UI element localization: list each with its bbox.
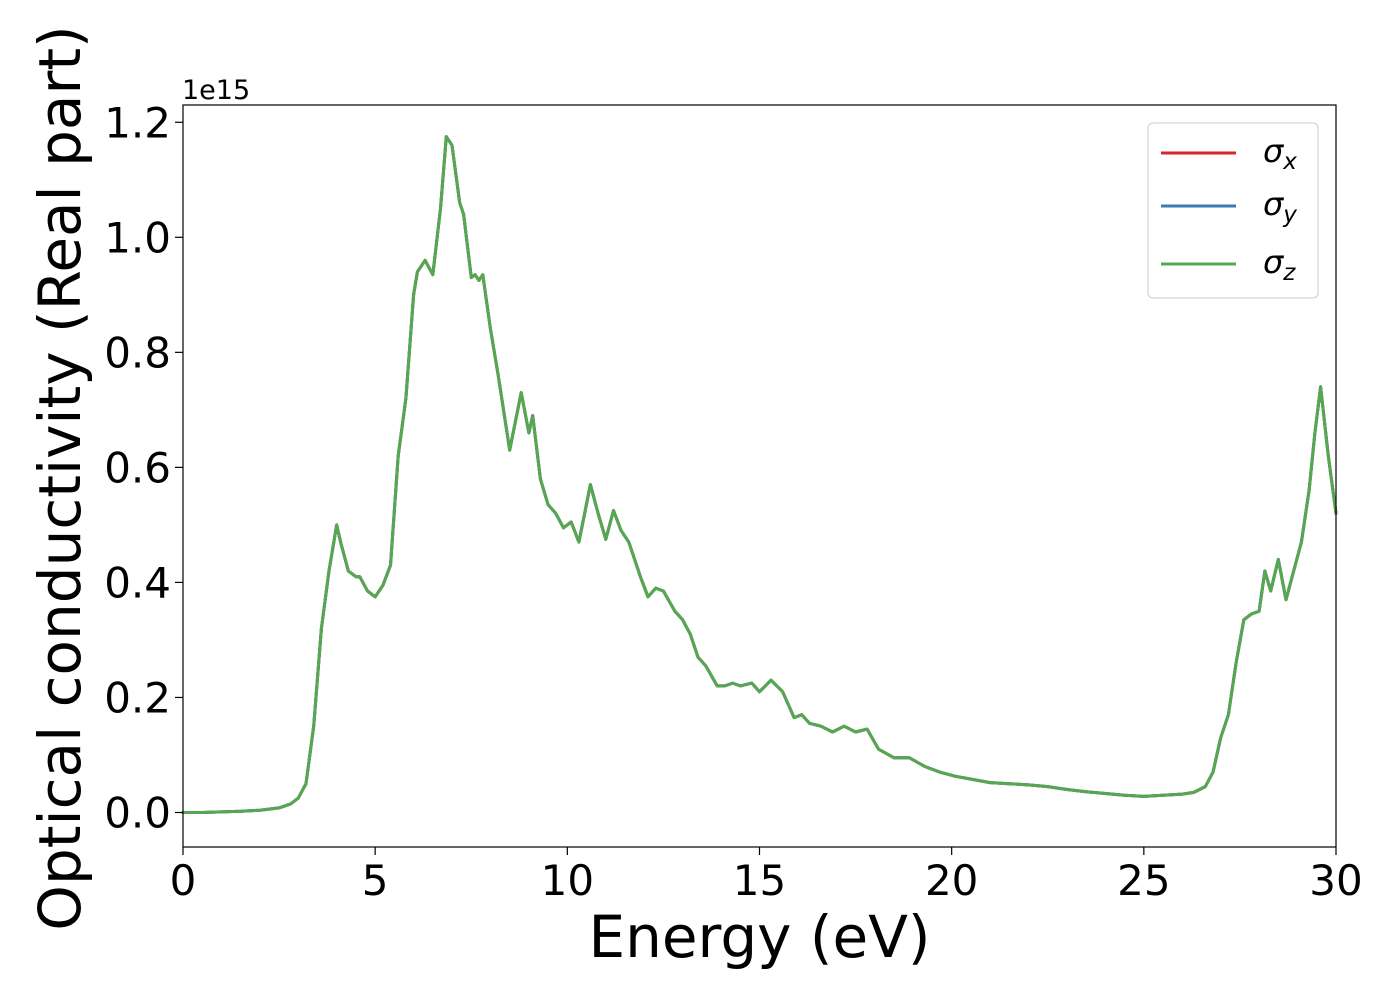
legend-label-x: σx: [1263, 132, 1297, 175]
legend-label-y: σy: [1263, 185, 1297, 228]
legend: σx σy σz: [1147, 122, 1319, 299]
x-tick-label: 15: [733, 856, 786, 905]
y-axis-ticks: 0.0 0.2 0.4 0.6 0.8 1.0 1.2: [104, 98, 183, 837]
y-tick-label: 0.6: [104, 443, 171, 492]
y-tick-label: 1.0: [104, 213, 171, 262]
y-tick-label: 0.2: [104, 673, 171, 722]
plot-area: [183, 105, 1336, 847]
x-tick-label: 0: [170, 856, 197, 905]
x-axis-label: Energy (eV): [588, 903, 930, 971]
series-line-z: [181, 135, 1338, 814]
x-tick-label: 20: [925, 856, 978, 905]
legend-label-z: σz: [1263, 243, 1296, 286]
y-tick-label: 0.4: [104, 558, 171, 607]
x-axis-ticks: 0 5 10 15 20 25 30: [170, 847, 1363, 905]
y-tick-label: 0.0: [104, 788, 171, 837]
y-axis-label: Optical conductivity (Real part): [26, 25, 94, 930]
x-tick-label: 10: [541, 856, 594, 905]
y-tick-label: 1.2: [104, 98, 171, 147]
series-layer: [181, 135, 1338, 814]
x-tick-label: 25: [1117, 856, 1170, 905]
x-tick-label: 30: [1309, 856, 1362, 905]
legend-frame: [1147, 122, 1319, 299]
x-tick-label: 5: [362, 856, 389, 905]
y-tick-label: 0.8: [104, 328, 171, 377]
y-offset-text: 1e15: [182, 75, 250, 106]
